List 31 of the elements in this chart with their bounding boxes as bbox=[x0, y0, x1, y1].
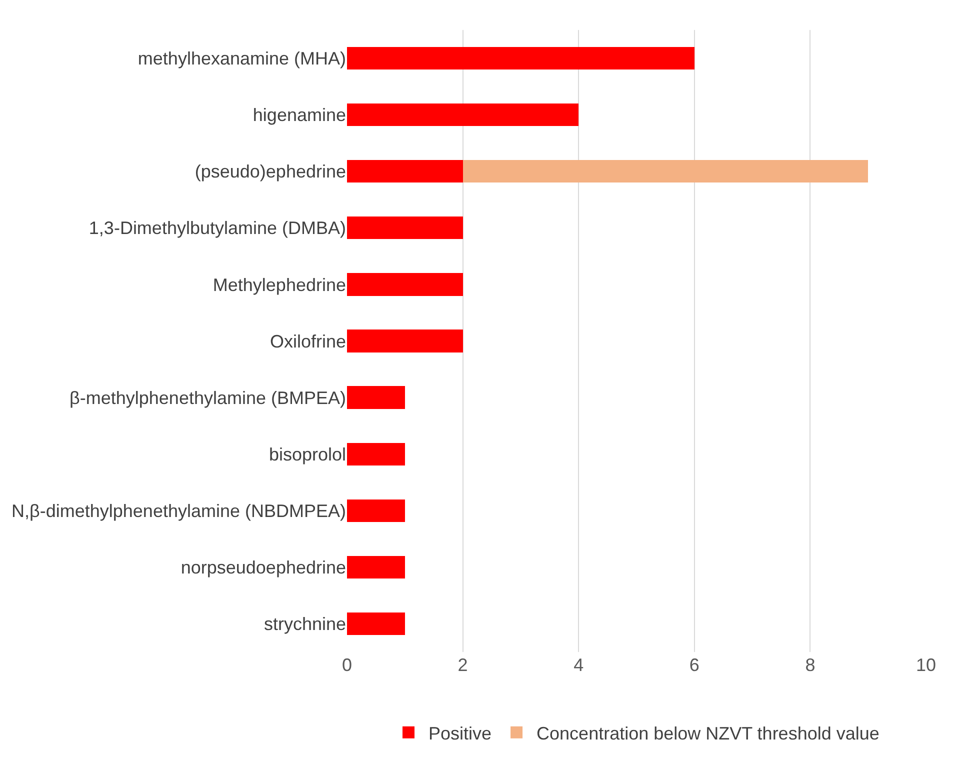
bar bbox=[462, 160, 868, 183]
legend-label: Concentration below NZVT threshold value bbox=[536, 723, 880, 744]
bar bbox=[347, 104, 579, 126]
y-tick-label: norpseudoephedrine bbox=[180, 557, 346, 578]
bar bbox=[347, 442, 405, 466]
y-tick-label: methylhexanamine (MHA) bbox=[138, 48, 346, 69]
bar bbox=[347, 216, 463, 240]
x-tick-label: 2 bbox=[458, 655, 468, 675]
bar bbox=[347, 273, 463, 296]
x-tick-label: 6 bbox=[689, 655, 700, 675]
x-tick-label: 8 bbox=[805, 655, 816, 675]
y-tick-label: Methylephedrine bbox=[212, 274, 346, 295]
y-tick-label: 1,3-Dimethylbutylamine (DMBA) bbox=[88, 218, 346, 238]
bar bbox=[347, 386, 405, 409]
x-tick-label: 4 bbox=[574, 655, 584, 675]
bar bbox=[347, 330, 463, 352]
y-tick-label: strychnine bbox=[264, 614, 346, 634]
legend-label: Positive bbox=[428, 723, 492, 744]
bar bbox=[347, 612, 405, 636]
y-tick-label: (pseudo)ephedrine bbox=[194, 162, 346, 182]
bar bbox=[347, 499, 405, 522]
y-tick-label: β-methylphenethylamine (BMPEA) bbox=[70, 388, 346, 408]
x-tick-label: 10 bbox=[916, 655, 936, 675]
bar bbox=[347, 556, 405, 578]
bar bbox=[347, 46, 694, 70]
bar bbox=[347, 160, 463, 183]
x-tick-label: 0 bbox=[342, 655, 352, 675]
y-tick-label: bisoprolol bbox=[268, 444, 346, 464]
y-tick-label: Oxilofrine bbox=[270, 331, 346, 352]
y-tick-label: higenamine bbox=[252, 105, 346, 126]
y-tick-label: N,β-dimethylphenethylamine (NBDMPEA) bbox=[12, 500, 346, 521]
